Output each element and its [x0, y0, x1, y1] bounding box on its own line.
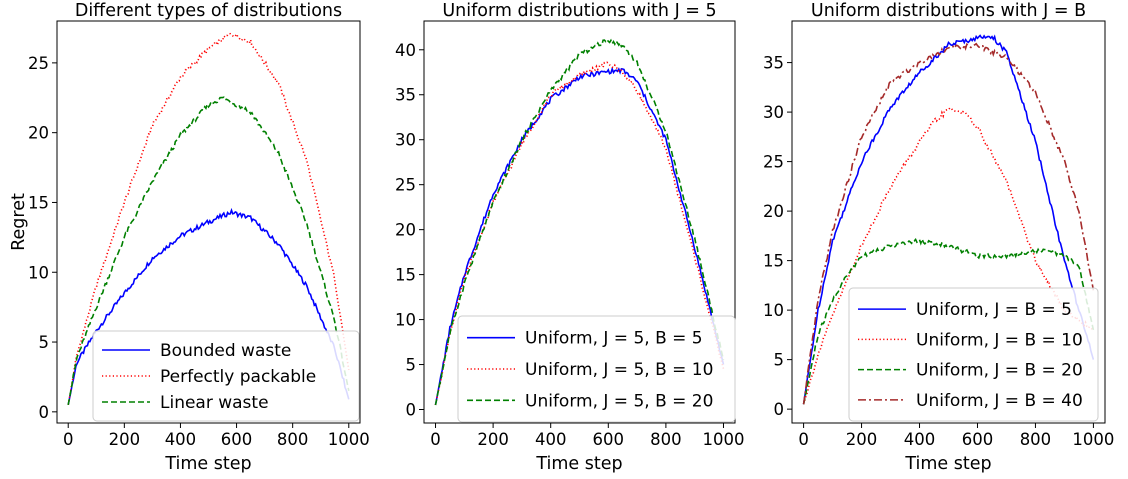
y-tick-label: 5 [39, 333, 50, 352]
series-line-3 [67, 96, 350, 406]
legend-entry: Uniform, J = B = 20 [916, 361, 1083, 381]
x-tick-label: 0 [430, 430, 441, 449]
y-tick-label: 15 [395, 266, 416, 285]
series-line-2 [434, 61, 725, 406]
series-line-1 [67, 207, 350, 406]
y-tick-label: 20 [28, 124, 49, 143]
x-tick-label: 400 [904, 430, 936, 449]
subplot-1: 0 200 400 600 800 1000 0 5 10 15 20 25 Different typ… [9, 1, 370, 474]
legend-entry: Linear waste [160, 393, 269, 413]
y-tick-label: 35 [763, 54, 784, 73]
legend-box [92, 330, 360, 422]
y-tick-label: 0 [406, 401, 417, 420]
legend: Bounded waste Perfectly packable Linear wa… [92, 330, 360, 422]
series-line-4 [802, 42, 1095, 405]
legend-entry: Perfectly packable [160, 367, 316, 387]
x-tick-label: 200 [109, 430, 141, 449]
x-tick-label: 200 [477, 430, 509, 449]
y-tick-label: 30 [395, 131, 416, 150]
y-tick-label: 10 [763, 301, 784, 320]
x-tick-label: 200 [846, 430, 878, 449]
legend-entry: Bounded waste [160, 341, 291, 361]
chart-title: Uniform distributions with J = B [811, 1, 1086, 21]
x-tick-label: 0 [63, 430, 74, 449]
subplot-2: 0 200 400 600 800 1000 0 5 10 15 20 25 30 35 40 Uniform… [395, 1, 744, 474]
legend-entry: Uniform, J = B = 40 [916, 391, 1083, 411]
y-tick-label: 40 [395, 41, 416, 60]
y-tick-label: 20 [395, 221, 416, 240]
legend-entry: Uniform, J = 5, B = 5 [525, 329, 703, 349]
x-tick-label: 600 [593, 430, 625, 449]
y-tick-label: 30 [763, 103, 784, 122]
x-tick-label: 800 [650, 430, 682, 449]
y-axis-label: Regret [9, 193, 29, 251]
x-tick-label: 400 [535, 430, 567, 449]
x-tick-label: 600 [221, 430, 253, 449]
y-tick-label: 5 [406, 356, 417, 375]
y-tick-label: 25 [763, 153, 784, 172]
chart-title: Uniform distributions with J = 5 [442, 1, 716, 21]
legend-box [457, 315, 736, 423]
x-tick-label: 600 [962, 430, 994, 449]
x-tick-label: 800 [277, 430, 309, 449]
axes-frame [423, 20, 736, 424]
y-tick-label: 25 [395, 176, 416, 195]
series-line-3 [802, 236, 1095, 405]
y-tick-label: 0 [774, 400, 785, 419]
x-tick-label: 400 [165, 430, 197, 449]
legend-entry: Uniform, J = B = 10 [916, 330, 1083, 350]
legend-entry: Uniform, J = 5, B = 20 [525, 391, 713, 411]
x-tick-label: 800 [1020, 430, 1052, 449]
x-tick-label: 1000 [702, 430, 744, 449]
x-axis-label: Time step [164, 454, 251, 474]
y-tick-label: 25 [28, 54, 49, 73]
y-tick-label: 5 [774, 351, 785, 370]
y-tick-label: 15 [28, 193, 49, 212]
y-tick-label: 20 [763, 202, 784, 221]
y-tick-label: 15 [763, 252, 784, 271]
x-axis-label: Time step [904, 454, 991, 474]
y-tick-label: 10 [395, 311, 416, 330]
series-line-1 [802, 34, 1095, 405]
x-tick-label: 1000 [1072, 430, 1114, 449]
axes-frame [791, 20, 1106, 424]
series-line-1 [434, 66, 725, 406]
y-tick-label: 0 [39, 403, 50, 422]
series-line-3 [434, 38, 725, 406]
y-tick-label: 10 [28, 263, 49, 282]
legend-box [848, 287, 1099, 422]
y-tick-label: 35 [395, 86, 416, 105]
axes-frame [56, 20, 361, 424]
legend: Uniform, J = B = 5 Uniform, J = B = 10 Uni… [848, 287, 1099, 422]
chart-title: Different types of distributions [75, 1, 342, 21]
subplot-3: 0 200 400 600 800 1000 0 5 10 15 20 25 30 35 Uniform d… [763, 1, 1114, 474]
x-tick-label: 0 [798, 430, 809, 449]
x-axis-label: Time step [535, 454, 622, 474]
legend-entry: Uniform, J = 5, B = 10 [525, 360, 713, 380]
x-tick-label: 1000 [328, 430, 370, 449]
legend: Uniform, J = 5, B = 5 Uniform, J = 5, B =… [457, 315, 736, 423]
legend-entry: Uniform, J = B = 5 [916, 300, 1072, 320]
